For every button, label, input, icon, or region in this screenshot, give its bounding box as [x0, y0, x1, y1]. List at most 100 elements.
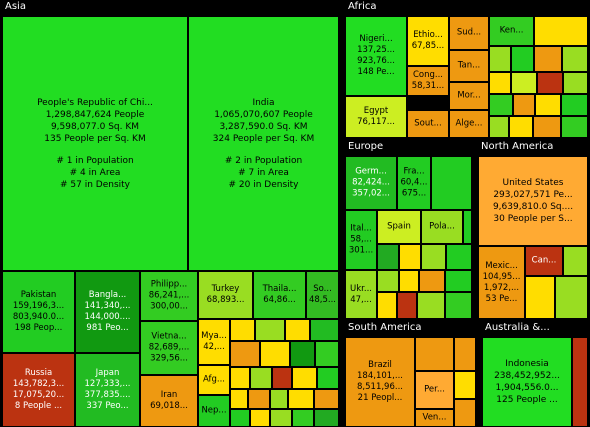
country-tile-india[interactable]: India 1,065,070,607 People 3,287,590.0 Sq.… [188, 16, 339, 271]
small-country-tile[interactable] [230, 389, 248, 409]
small-country-tile[interactable] [533, 116, 561, 138]
country-tile-so[interactable]: So... 48,5... [306, 271, 339, 319]
country-tile-germ[interactable]: Germ... 82,424... 357,02... [345, 156, 397, 210]
country-tile-vietna[interactable]: Vietna... 82,689,... 329,56... [140, 321, 198, 375]
small-country-tile[interactable] [270, 409, 292, 427]
small-country-tile[interactable] [399, 244, 421, 270]
small-country-tile[interactable] [446, 244, 472, 270]
small-country-tile[interactable] [260, 341, 290, 367]
small-country-tile[interactable] [489, 94, 513, 116]
small-country-tile[interactable] [489, 72, 511, 94]
small-country-tile[interactable] [537, 72, 563, 94]
small-country-tile[interactable] [248, 389, 270, 409]
small-country-tile[interactable] [561, 94, 588, 116]
small-country-tile[interactable] [310, 319, 339, 341]
small-country-tile[interactable] [562, 46, 588, 72]
country-tile-can[interactable]: Can... [525, 246, 563, 276]
country-tile-nep[interactable]: Nep... [198, 395, 230, 427]
country-tile-ukr[interactable]: Ukr... 47,... [345, 270, 377, 319]
country-tile-egypt[interactable]: Egypt 76,117... [345, 96, 407, 138]
small-country-tile[interactable] [377, 292, 397, 319]
small-country-tile[interactable] [292, 367, 317, 389]
small-country-tile[interactable] [561, 116, 588, 138]
small-country-tile[interactable] [454, 337, 476, 371]
small-country-tile[interactable] [230, 409, 250, 427]
small-country-tile[interactable] [255, 319, 285, 341]
country-tile-pakistan[interactable]: Pakistan 159,196,3... 803,940.0... 198 Peop… [2, 271, 75, 353]
country-tile-iran[interactable]: Iran 69,018... [140, 375, 198, 427]
small-country-tile[interactable] [314, 409, 339, 427]
country-tile-thaila[interactable]: Thaila... 64,86... [253, 271, 306, 319]
small-country-tile[interactable] [563, 72, 588, 94]
small-country-tile[interactable] [292, 409, 314, 427]
small-country-tile[interactable] [317, 367, 339, 389]
country-tile-ken[interactable]: Ken... [489, 16, 534, 46]
country-tile-ital[interactable]: Ital... 58,... 301... [345, 210, 377, 270]
country-tile-bangla[interactable]: Bangla... 141,340,... 144,000.... 981 Peo..… [75, 271, 140, 353]
small-country-tile[interactable] [377, 244, 399, 270]
country-tile-united-states[interactable]: United States 293,027,571 Pe... 9,639,810.… [478, 156, 588, 246]
small-country-tile[interactable] [285, 319, 310, 341]
small-country-tile[interactable] [270, 389, 288, 409]
small-country-tile[interactable] [454, 371, 476, 399]
country-tile-alge[interactable]: Alge... [449, 110, 489, 138]
country-tile-pola[interactable]: Pola... [421, 210, 463, 244]
country-tile-nigeri[interactable]: Nigeri... 137,25... 923,76... 148 Pe... [345, 16, 407, 96]
small-country-tile[interactable] [509, 116, 533, 138]
country-tile-sout[interactable]: Sout... [407, 110, 449, 138]
small-country-tile[interactable] [250, 367, 272, 389]
country-tile-people-s-republic-of-chi[interactable]: People's Republic of Chi... 1,298,847,624… [2, 16, 188, 271]
country-tile-mor[interactable]: Mor... [449, 82, 489, 110]
country-tile-philipp[interactable]: Philipp... 86,241,... 300,00... [140, 271, 198, 321]
country-tile-ethio[interactable]: Ethio... 67,85... [407, 16, 449, 66]
small-country-tile[interactable] [525, 276, 555, 319]
country-tile-turkey[interactable]: Turkey 68,893... [198, 271, 253, 319]
country-tile-cong[interactable]: Cong... 58,31... [407, 66, 449, 96]
small-country-tile[interactable] [314, 389, 339, 409]
country-tile-tan[interactable]: Tan... [449, 50, 489, 82]
country-tile-fra[interactable]: Fra... 60,4... 675... [397, 156, 431, 210]
small-country-tile[interactable] [399, 270, 419, 292]
small-country-tile[interactable] [534, 16, 588, 46]
small-country-tile[interactable] [563, 246, 588, 276]
small-country-tile[interactable] [535, 94, 561, 116]
small-country-tile[interactable] [445, 270, 472, 292]
small-country-tile[interactable] [421, 244, 446, 270]
small-country-tile[interactable] [463, 210, 472, 244]
small-country-tile[interactable] [534, 46, 562, 72]
small-country-tile[interactable] [415, 337, 454, 371]
small-country-tile[interactable] [513, 94, 535, 116]
small-country-tile[interactable] [572, 337, 588, 427]
country-tile-japan[interactable]: Japan 127,333,... 377,835.... 337 Peo... [75, 353, 140, 427]
small-country-tile[interactable] [511, 72, 537, 94]
small-country-tile[interactable] [290, 341, 315, 367]
country-tile-sud[interactable]: Sud... [449, 16, 489, 50]
small-country-tile[interactable] [250, 409, 270, 427]
small-country-tile[interactable] [417, 292, 445, 319]
small-country-tile[interactable] [230, 341, 260, 367]
small-country-tile[interactable] [377, 270, 399, 292]
small-country-tile[interactable] [445, 292, 472, 319]
small-country-tile[interactable] [489, 46, 511, 72]
country-tile-brazil[interactable]: Brazil 184,101,... 8,511,96... 21 Peopl... [345, 337, 415, 427]
country-tile-indonesia[interactable]: Indonesia 238,452,952... 1,904,556.0... 125… [482, 337, 572, 427]
small-country-tile[interactable] [230, 367, 250, 389]
small-country-tile[interactable] [555, 276, 588, 319]
small-country-tile[interactable] [397, 292, 417, 319]
small-country-tile[interactable] [288, 389, 314, 409]
small-country-tile[interactable] [272, 367, 292, 389]
small-country-tile[interactable] [315, 341, 339, 367]
country-tile-per[interactable]: Per... [415, 371, 454, 409]
small-country-tile[interactable] [230, 319, 255, 341]
country-tile-russia[interactable]: Russia 143,782,3... 17,075,20... 8 People .… [2, 353, 75, 427]
country-tile-mya[interactable]: Mya... 42,... [198, 319, 230, 365]
small-country-tile[interactable] [511, 46, 534, 72]
country-tile-ven[interactable]: Ven... [415, 409, 454, 427]
country-tile-afg[interactable]: Afg... [198, 365, 230, 395]
country-tile-spain[interactable]: Spain [377, 210, 421, 244]
country-tile-mexic[interactable]: Mexic... 104,95... 1,972,... 53 Pe... [478, 246, 525, 319]
small-country-tile[interactable] [431, 156, 472, 210]
small-country-tile[interactable] [454, 399, 476, 427]
small-country-tile[interactable] [419, 270, 445, 292]
small-country-tile[interactable] [489, 116, 509, 138]
